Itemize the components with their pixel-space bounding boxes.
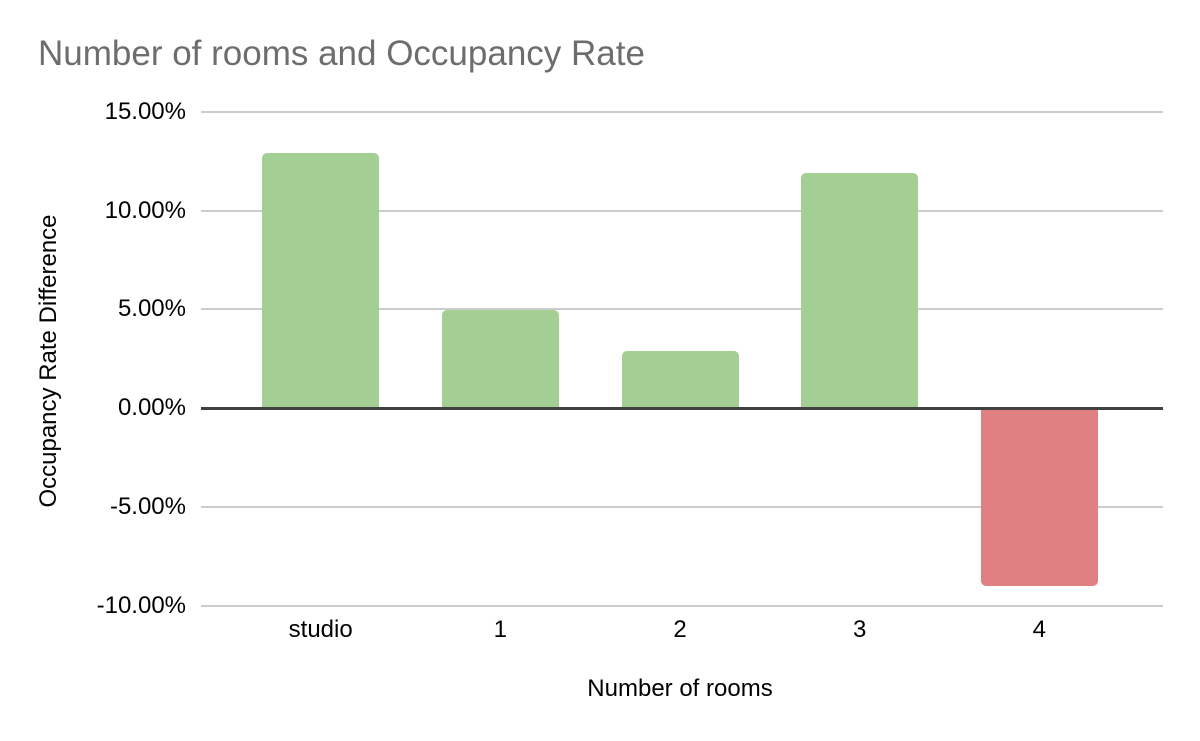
gridline [201, 111, 1163, 113]
x-axis-title: Number of rooms [587, 675, 773, 702]
bar-1 [441, 310, 559, 409]
x-tick-label: 4 [1032, 616, 1046, 643]
zero-axis-line [201, 406, 1163, 410]
y-tick-label: 10.00% [104, 196, 186, 224]
gridline [201, 604, 1163, 607]
x-tick-label: studio [288, 616, 353, 643]
bar-studio [262, 153, 380, 409]
bar-4 [980, 408, 1098, 586]
y-tick-label: -5.00% [109, 492, 186, 520]
x-tick-label: 2 [673, 616, 687, 643]
gridline [201, 505, 1163, 508]
y-tick-label: -10.00% [96, 591, 186, 619]
y-axis-title: Occupancy Rate Difference [35, 214, 62, 508]
gridline [201, 209, 1163, 212]
y-tick-label: 0.00% [117, 394, 186, 422]
gridline [201, 308, 1163, 311]
x-tick-label: 1 [493, 616, 508, 643]
y-tick-label: 15.00% [104, 98, 186, 125]
chart-title: Number of rooms and Occupancy Rate [38, 34, 645, 73]
x-tick-label: 3 [852, 616, 867, 643]
bar-3 [801, 173, 919, 409]
y-tick-label: 5.00% [117, 295, 186, 323]
bar-2 [621, 350, 739, 409]
